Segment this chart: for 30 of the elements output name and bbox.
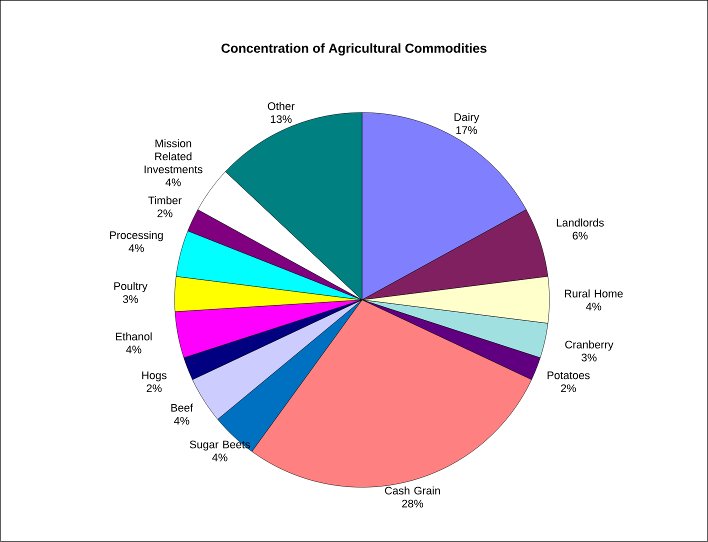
slice-label: Rural Home <box>564 290 623 298</box>
data-label: 4% <box>166 178 181 186</box>
slice-label: Landlords <box>556 218 604 227</box>
slice-label: Potatoes <box>548 372 590 380</box>
data-label: 4% <box>586 302 602 311</box>
data-label: 2% <box>146 384 162 392</box>
data-label: 13% <box>270 115 292 124</box>
data-label: 6% <box>572 232 588 240</box>
data-label: 28% <box>402 500 424 508</box>
slice-label: Processing <box>110 231 163 242</box>
slice-label: Dairy <box>454 113 480 124</box>
data-label: 2% <box>561 384 576 392</box>
data-label: 17% <box>456 126 478 134</box>
data-label: 3% <box>122 295 138 304</box>
data-label: 4% <box>212 454 228 462</box>
slice-label: Timber <box>148 196 182 204</box>
data-label: 4% <box>126 346 142 354</box>
slice-label: Cash Grain <box>385 486 440 495</box>
data-label: 2% <box>157 210 172 218</box>
slice-label: Mission Related Investments <box>144 139 202 174</box>
data-label: 3% <box>582 354 597 362</box>
slice-label: Ethanol <box>116 332 152 341</box>
slice-label: Cranberry <box>565 340 614 351</box>
data-label: 4% <box>128 244 144 252</box>
slice-label: Beef <box>171 404 194 412</box>
slice-label: Poultry <box>114 282 148 292</box>
slice-label: Hogs <box>142 372 167 382</box>
slice-label: Other <box>268 102 295 110</box>
data-label: 4% <box>174 417 190 425</box>
chart-title: Concentration of Agricultural Commodities <box>222 43 486 56</box>
